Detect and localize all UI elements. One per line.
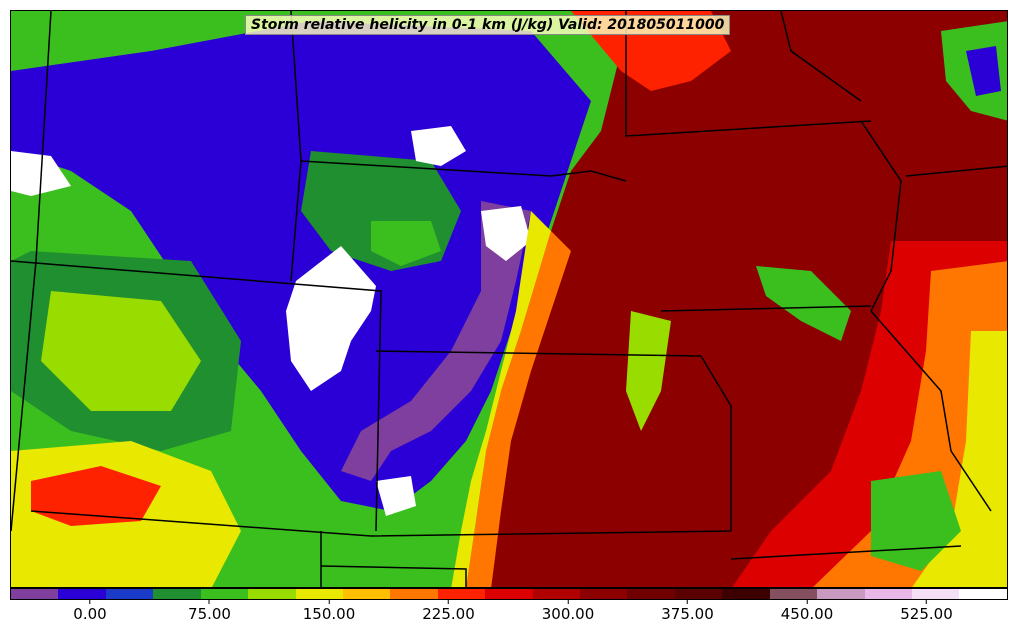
colorbar-segment: [722, 589, 770, 599]
colorbar-tick-label: 300.00: [542, 600, 594, 623]
transition-band: [466, 231, 571, 587]
colorbar-segment: [342, 589, 391, 599]
colorbar-segment: [105, 589, 154, 599]
colorbar-tick-label: 225.00: [422, 600, 475, 623]
central-green-streak: [756, 266, 851, 341]
central-green-streak-2: [626, 311, 671, 431]
east-green-patch: [871, 471, 961, 571]
colorbar-segment: [864, 589, 913, 599]
map-panel: [10, 10, 1008, 588]
east-yellow-region: [912, 331, 1007, 587]
colorbar-segment: [532, 589, 581, 599]
colorbar-segment: [769, 589, 818, 599]
colorbar-tick-label: 525.00: [900, 600, 953, 623]
green-patch-4: [41, 291, 201, 411]
colorbar: [10, 588, 1008, 600]
colorbar-segment: [153, 589, 201, 599]
ne-blue-patch: [966, 46, 1001, 96]
colorbar-segment: [817, 589, 865, 599]
colorbar-segment: [200, 589, 249, 599]
colorbar-segment: [674, 589, 723, 599]
white-area-5: [376, 476, 416, 516]
colorbar-segment: [58, 589, 106, 599]
colorbar-segment: [912, 589, 960, 599]
colorbar-segment: [248, 589, 296, 599]
white-area-1: [286, 246, 376, 391]
white-area-3: [411, 126, 466, 166]
colorbar-segment: [485, 589, 533, 599]
colorbar-tick-label: 375.00: [661, 600, 714, 623]
colorbar-segment: [437, 589, 486, 599]
transition-band-yellow: [451, 211, 551, 587]
colorbar-segment: [295, 589, 343, 599]
colorbar-ticks: 0.00 75.00 150.00 225.00 300.00 375.00 450.00 5…: [10, 600, 1008, 630]
colorbar-segment: [390, 589, 438, 599]
colorbar-segment: [580, 589, 628, 599]
colorbar-tick-label: 450.00: [781, 600, 833, 623]
colorbar-segment: [627, 589, 675, 599]
colorbar-tick-label: 0.00: [73, 600, 107, 623]
green-patch-2: [371, 221, 441, 266]
helicity-map: [11, 11, 1007, 587]
colorbar-segment: [959, 589, 1007, 599]
colorbar-tick-label: 150.00: [303, 600, 355, 623]
purple-band: [341, 201, 531, 481]
state-boundaries: [11, 11, 1007, 587]
colorbar-segment: [11, 589, 59, 599]
map-title: Storm relative helicity in 0-1 km (J/kg)…: [245, 15, 731, 35]
colorbar-tick-label: 75.00: [188, 600, 231, 623]
sw-red-patch: [31, 466, 161, 526]
white-area-4: [481, 206, 531, 261]
